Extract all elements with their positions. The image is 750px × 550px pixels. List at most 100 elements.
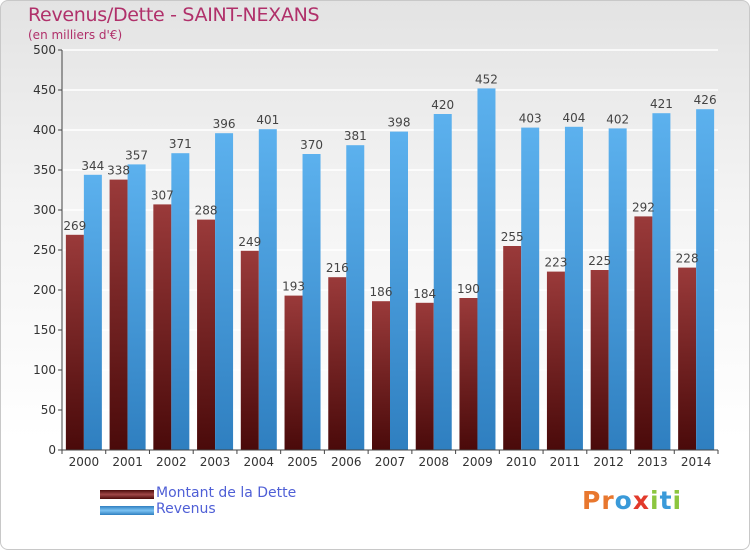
data-label-revenus: 396	[213, 117, 236, 131]
bar-revenus	[83, 174, 102, 451]
logo-letter: r	[601, 486, 615, 515]
bar-dette	[415, 302, 434, 450]
bar-dette	[503, 246, 522, 450]
legend-label-dette: Montant de la Dette	[156, 485, 297, 501]
logo-letter: o	[614, 486, 633, 515]
x-tick-label: 2009	[462, 455, 493, 469]
data-label-revenus: 371	[169, 137, 192, 151]
bar-revenus	[477, 88, 496, 451]
x-tick-label: 2006	[331, 455, 362, 469]
x-tick-label: 2012	[593, 455, 624, 469]
bar-dette	[372, 301, 390, 450]
bar-revenus	[652, 113, 671, 450]
y-tick-label: 0	[48, 443, 56, 457]
y-tick-label: 50	[41, 403, 56, 417]
data-label-dette: 186	[370, 285, 393, 299]
x-tick-label: 2014	[681, 455, 712, 469]
x-tick-label: 2007	[375, 455, 406, 469]
data-label-dette: 190	[457, 282, 480, 296]
bar-dette	[328, 277, 347, 450]
x-tick-label: 2008	[418, 455, 449, 469]
y-tick-label: 450	[33, 83, 56, 97]
y-tick-label: 100	[33, 363, 56, 377]
bar-revenus	[564, 126, 583, 451]
x-tick-label: 2003	[200, 455, 231, 469]
x-tick-label: 2013	[637, 455, 668, 469]
y-tick-label: 300	[33, 203, 56, 217]
x-tick-label: 2005	[287, 455, 318, 469]
bar-dette	[678, 267, 697, 450]
y-tick-label: 500	[33, 43, 56, 57]
bar-dette	[197, 219, 216, 450]
y-tick-label: 150	[33, 323, 56, 337]
y-tick-label: 200	[33, 283, 56, 297]
proxiti-logo: Proxiti	[582, 486, 682, 515]
bar-dette	[634, 216, 653, 450]
bar-revenus	[696, 109, 715, 450]
data-label-dette: 216	[326, 261, 349, 275]
data-label-revenus: 344	[81, 159, 104, 173]
bar-revenus	[346, 145, 365, 450]
x-tick-label: 2010	[506, 455, 537, 469]
data-label-dette: 255	[501, 230, 524, 244]
data-label-revenus: 370	[300, 138, 323, 152]
data-label-dette: 193	[282, 280, 305, 294]
data-label-dette: 307	[151, 188, 174, 202]
data-label-revenus: 420	[431, 98, 454, 112]
x-tick-label: 2004	[244, 455, 275, 469]
data-label-revenus: 421	[650, 97, 673, 111]
x-tick-label: 2011	[550, 455, 581, 469]
data-label-dette: 184	[413, 287, 436, 301]
bar-dette	[65, 234, 84, 450]
bar-dette	[109, 179, 128, 450]
logo-letter: t	[659, 486, 673, 515]
data-label-revenus: 402	[606, 112, 629, 126]
data-label-revenus: 381	[344, 129, 367, 143]
logo-letter: i	[650, 486, 660, 515]
data-label-dette: 228	[676, 252, 699, 266]
logo-letter: i	[672, 486, 683, 515]
data-label-dette: 225	[588, 254, 611, 268]
data-label-revenus: 403	[519, 112, 542, 126]
legend-swatch-revenus	[100, 506, 154, 515]
bar-dette	[590, 270, 609, 450]
y-tick-label: 400	[33, 123, 56, 137]
bar-revenus	[215, 133, 234, 450]
data-label-dette: 288	[195, 204, 218, 218]
bar-dette	[240, 250, 259, 450]
legend-swatch-dette	[100, 490, 154, 499]
data-label-dette: 269	[63, 219, 86, 233]
data-label-revenus: 452	[475, 72, 498, 86]
data-label-dette: 292	[632, 200, 655, 214]
data-label-dette: 338	[107, 164, 130, 178]
data-label-revenus: 401	[256, 113, 279, 127]
data-label-revenus: 357	[125, 148, 148, 162]
y-tick-label: 350	[33, 163, 56, 177]
bar-revenus	[258, 129, 277, 450]
y-tick-label: 250	[33, 243, 56, 257]
x-tick-label: 2002	[156, 455, 187, 469]
bar-dette	[284, 295, 303, 450]
bar-dette	[546, 271, 565, 450]
data-label-revenus: 404	[562, 111, 585, 125]
chart-subtitle: (en milliers d'€)	[28, 28, 123, 42]
bar-revenus	[171, 153, 190, 450]
bar-revenus	[521, 127, 540, 450]
chart-title: Revenus/Dette - SAINT-NEXANS	[28, 4, 320, 26]
bar-revenus	[127, 164, 146, 450]
bar-revenus	[390, 131, 408, 450]
bar-revenus	[433, 114, 452, 450]
logo-letter: x	[632, 486, 650, 515]
bar-dette	[153, 204, 172, 450]
bar-revenus	[302, 154, 321, 450]
legend-label-revenus: Revenus	[156, 501, 216, 517]
x-tick-label: 2000	[69, 455, 100, 469]
data-label-revenus: 398	[388, 116, 411, 130]
logo-letter: P	[582, 486, 602, 515]
bar-dette	[459, 298, 478, 450]
bar-revenus	[608, 128, 627, 450]
data-label-revenus: 426	[694, 93, 717, 107]
x-tick-label: 2001	[112, 455, 143, 469]
data-label-dette: 249	[238, 235, 261, 249]
